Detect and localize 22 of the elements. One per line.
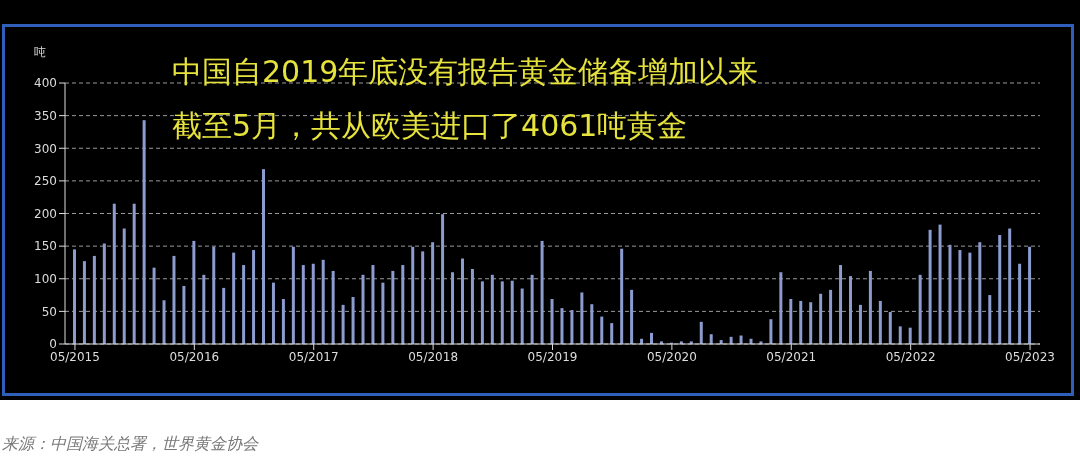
x-tick-label: 05/2017 — [288, 349, 339, 364]
x-tick-label: 05/2021 — [766, 349, 817, 364]
x-tick-label: 05/2022 — [885, 349, 936, 364]
y-tick-label: 0 — [49, 337, 57, 352]
y-axis-title: 吨 — [34, 44, 46, 61]
y-tick-label: 100 — [34, 272, 57, 287]
source-note: 来源：中国海关总署，世界黄金协会 — [2, 434, 258, 455]
y-tick-label: 200 — [34, 206, 57, 221]
y-tick-label: 50 — [41, 304, 57, 319]
x-tick-label: 05/2018 — [408, 349, 459, 364]
text: 截至5月，共从欧美进口了4061吨黄金 — [172, 107, 688, 145]
y-tick-label: 250 — [34, 174, 57, 189]
y-tick-label: 150 — [34, 239, 57, 254]
x-tick-label: 05/2019 — [527, 349, 578, 364]
y-tick-label: 300 — [34, 141, 57, 156]
y-tick-label: 350 — [34, 108, 57, 123]
x-tick-label: 05/2016 — [169, 349, 220, 364]
x-tick-label: 05/2015 — [50, 349, 100, 364]
x-tick-label: 05/2020 — [646, 349, 697, 364]
x-tick-label: 05/2023 — [1005, 349, 1055, 364]
y-tick-label: 400 — [34, 76, 57, 91]
chart-title: 中国自2019年底没有报告黄金储备增加以来 — [172, 53, 759, 91]
